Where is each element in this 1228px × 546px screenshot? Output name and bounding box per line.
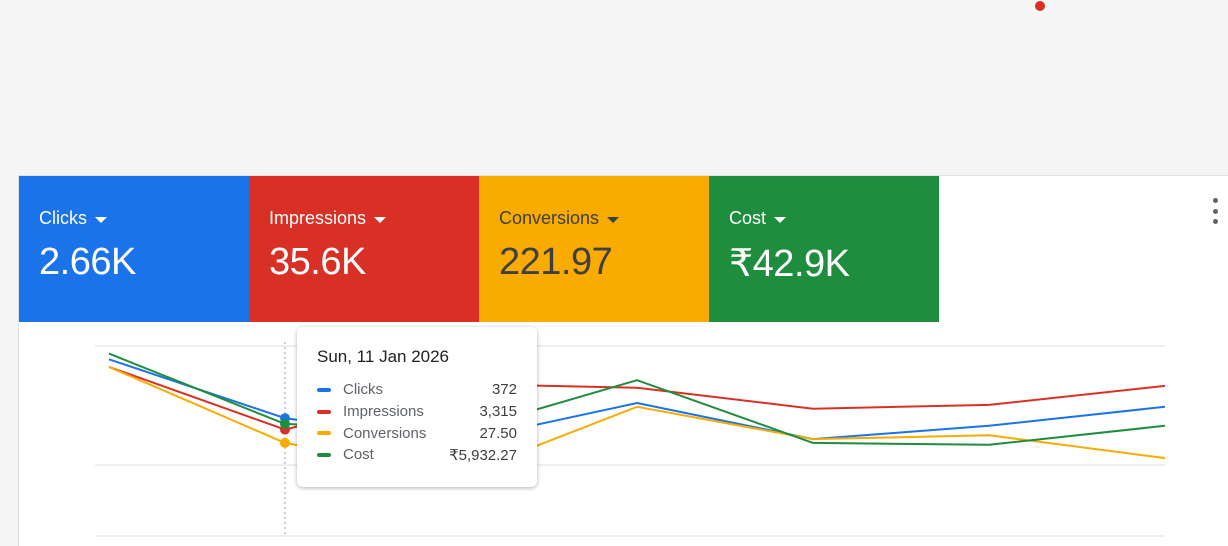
more-dot <box>1212 198 1218 203</box>
metric-tile-clicks[interactable]: Clicks 2.66K <box>19 176 249 322</box>
tooltip-metric-value: 27.50 <box>479 424 517 442</box>
tooltip-date: Sun, 11 Jan 2026 <box>317 347 450 366</box>
metric-header: Clicks <box>39 208 249 229</box>
series-line-impressions <box>108 365 1166 431</box>
more-vert-icon[interactable] <box>1209 198 1221 224</box>
performance-card: Clicks 2.66K Impressions 35.6K Conversio… <box>18 175 1228 546</box>
caret-down-icon[interactable] <box>95 216 107 223</box>
metric-header: Conversions <box>499 208 709 229</box>
caret-down-icon[interactable] <box>374 216 387 223</box>
tooltip-row-cost: Cost ₹5,932.27 <box>317 444 517 466</box>
metric-label: Conversions <box>499 208 600 228</box>
metric-tile-impressions[interactable]: Impressions 35.6K <box>249 176 479 322</box>
metric-value: 35.6K <box>269 241 366 283</box>
metric-label: Impressions <box>269 208 367 228</box>
notification-dot-icon <box>1035 1 1045 11</box>
legend-swatch <box>317 452 331 457</box>
tooltip-metric-name: Cost <box>343 446 374 464</box>
series-line-conversions <box>108 365 1166 477</box>
series-line-cost <box>108 352 1166 446</box>
tooltip-metric-value: 372 <box>491 381 517 399</box>
metric-header: Cost <box>729 208 939 229</box>
metric-label: Clicks <box>39 208 87 228</box>
tooltip-metric-name: Conversions <box>343 424 427 442</box>
metric-header: Impressions <box>269 208 479 229</box>
caret-down-icon[interactable] <box>607 216 620 223</box>
performance-line-chart[interactable] <box>19 322 1228 542</box>
metric-value: 221.97 <box>499 241 613 283</box>
series-line-clicks <box>108 358 1166 442</box>
metric-tile-cost[interactable]: Cost ₹42.9K <box>709 176 939 322</box>
tooltip-metric-value: ₹5,932.27 <box>449 446 517 464</box>
metric-tile-conversions[interactable]: Conversions 221.97 <box>479 176 709 322</box>
tooltip-row-impressions: Impressions 3,315 <box>317 401 517 423</box>
highlight-point-cost <box>280 418 290 429</box>
chart-tooltip: Sun, 11 Jan 2026 Clicks 372 Impressions … <box>297 327 537 487</box>
tooltip-metric-name: Impressions <box>343 403 424 421</box>
tooltip-metric-name: Clicks <box>343 381 383 399</box>
metric-value: ₹42.9K <box>729 243 850 285</box>
highlight-point-conversions <box>280 437 290 448</box>
more-dot <box>1212 208 1218 214</box>
tooltip-metric-value: 3,315 <box>479 403 517 421</box>
legend-swatch <box>317 387 331 392</box>
caret-down-icon[interactable] <box>774 216 787 223</box>
tooltip-row-conversions: Conversions 27.50 <box>317 422 517 444</box>
legend-swatch <box>317 431 331 436</box>
metric-label: Cost <box>729 208 767 228</box>
metric-tiles: Clicks 2.66K Impressions 35.6K Conversio… <box>19 176 939 322</box>
metric-value: 2.66K <box>39 241 136 283</box>
tooltip-row-clicks: Clicks 372 <box>317 379 517 401</box>
more-dot <box>1212 219 1218 224</box>
legend-swatch <box>317 409 331 414</box>
